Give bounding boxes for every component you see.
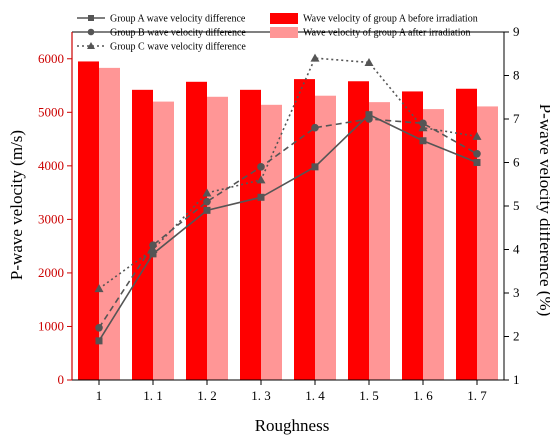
y-left-tick-label-6000: 6000 (38, 51, 64, 66)
marker-group-b-2 (203, 197, 211, 206)
marker-group-a-2 (203, 206, 211, 214)
marker-group-a-4 (311, 163, 319, 171)
marker-group-c-4 (310, 53, 320, 62)
bar-after-2 (207, 96, 228, 380)
marker-group-a-5 (365, 111, 373, 119)
bar-before-3 (240, 89, 261, 381)
marker-group-c-3 (256, 175, 266, 184)
x-tick-label-2: 1. 2 (197, 388, 217, 403)
legend-marker-a (88, 15, 94, 21)
y-right-tick-label-1: 1 (513, 372, 520, 387)
bar-after-5 (369, 102, 390, 381)
y-left-tick-label-5000: 5000 (38, 104, 64, 119)
x-tick-label-4: 1. 4 (305, 388, 325, 403)
bar-after-6 (423, 109, 444, 380)
line-group-b (98, 118, 478, 329)
bar-after-1 (153, 101, 174, 380)
y-left-tick-label-2000: 2000 (38, 265, 64, 280)
marker-group-a-6 (419, 137, 427, 145)
x-tick-label-0: 1 (96, 388, 103, 403)
bar-before-5 (348, 81, 369, 381)
y-right-tick-label-7: 7 (513, 111, 520, 126)
x-tick-label-5: 1. 5 (359, 388, 379, 403)
legend-marker-c (87, 42, 95, 49)
y-right-tick-label-6: 6 (513, 155, 520, 170)
marker-group-c-0 (94, 284, 104, 293)
x-tick-label-1: 1. 1 (143, 388, 163, 403)
bar-before-0 (78, 61, 99, 380)
y-axis-label-right: P-wave velocity difference (%) (536, 104, 550, 317)
legend-swatch-after (270, 27, 298, 38)
bar-before-6 (402, 91, 423, 381)
y-right-tick-label-2: 2 (513, 329, 520, 344)
y-right-tick-label-8: 8 (513, 68, 520, 83)
y-right-tick-label-4: 4 (513, 242, 520, 257)
legend-marker-b (87, 28, 95, 36)
marker-group-b-7 (473, 150, 481, 158)
lines-layer (94, 53, 482, 345)
legend: Group A wave velocity difference Group B … (77, 13, 478, 53)
y-right-tick-label-3: 3 (513, 285, 520, 300)
y-right-tick-label-5: 5 (513, 198, 520, 213)
x-tick-label-3: 1. 3 (251, 388, 271, 403)
legend-label-a: Group A wave velocity difference (110, 14, 246, 25)
y-axis-label-left: P-wave velocity (m/s) (7, 130, 26, 280)
marker-group-a-7 (473, 159, 481, 166)
legend-swatch-before (270, 13, 298, 24)
y-left-tick-label-4000: 4000 (38, 158, 64, 173)
x-tick-label-6: 1. 6 (413, 388, 433, 403)
marker-group-c-6 (418, 123, 428, 132)
y-left-tick-label-1000: 1000 (38, 318, 64, 333)
marker-group-c-7 (472, 131, 482, 140)
marker-group-c-2 (202, 188, 212, 197)
bars-layer (78, 61, 498, 381)
bar-before-4 (294, 79, 315, 381)
bar-before-1 (132, 89, 153, 381)
bar-after-7 (477, 106, 498, 381)
marker-group-b-5 (365, 115, 373, 123)
bar-before-7 (456, 88, 477, 381)
legend-label-before: Wave velocity of group A before irradiat… (303, 14, 478, 25)
legend-label-c: Group C wave velocity difference (110, 42, 246, 53)
marker-group-b-3 (257, 163, 265, 171)
marker-group-b-0 (95, 324, 103, 332)
bar-after-3 (261, 104, 282, 380)
line-group-a (98, 113, 478, 342)
marker-group-a-3 (257, 193, 265, 201)
x-tick-label-7: 1. 7 (467, 388, 487, 403)
marker-group-a-1 (149, 250, 157, 258)
x-axis-label: Roughness (255, 416, 330, 435)
marker-group-c-1 (148, 245, 158, 253)
bar-before-2 (186, 81, 207, 380)
legend-label-after: Wave velocity of group A after irradiati… (303, 28, 470, 39)
legend-label-b: Group B wave velocity difference (110, 28, 246, 39)
marker-group-c-5 (364, 57, 374, 66)
marker-group-b-4 (311, 123, 319, 132)
bar-after-0 (99, 67, 120, 381)
y-right-tick-label-9: 9 (513, 24, 520, 39)
bar-after-4 (315, 95, 336, 381)
y-left-tick-label-0: 0 (58, 372, 65, 387)
y-left-tick-label-3000: 3000 (38, 211, 64, 226)
marker-group-a-0 (95, 337, 103, 345)
